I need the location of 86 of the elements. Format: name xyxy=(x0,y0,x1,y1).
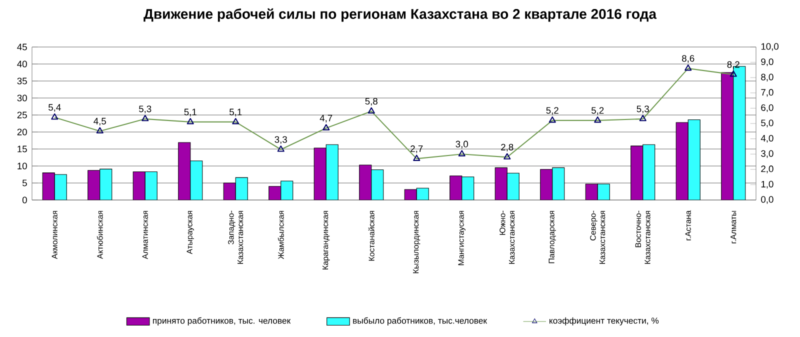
x-tick-label: г.Астана xyxy=(685,210,691,240)
data-label: 4,7 xyxy=(320,114,332,122)
x-tick-label: Кызылординская xyxy=(413,210,420,274)
x-tick-label: Мангистауская xyxy=(458,210,466,266)
bar xyxy=(540,169,553,200)
x-tick-label: Костанайская xyxy=(368,210,374,261)
legend-label: выбыло работников, тыс.человек xyxy=(353,317,488,326)
y2-tick-label: 0,0 xyxy=(761,196,774,204)
y2-tick-label: 7,0 xyxy=(761,89,774,97)
data-label: 5,3 xyxy=(139,106,152,114)
y2-tick-label: 5,0 xyxy=(761,120,774,128)
bar xyxy=(597,184,610,200)
data-label: 5,2 xyxy=(592,107,604,115)
y-tick-label: 25 xyxy=(17,112,27,118)
y-tick-label: 15 xyxy=(18,146,27,152)
data-label: 4,5 xyxy=(94,118,106,126)
bar xyxy=(326,144,338,200)
x-tick-label: г.Алматы xyxy=(730,210,736,244)
bar xyxy=(359,164,372,200)
y2-tick-label: 9,0 xyxy=(761,58,774,66)
y2-tick-label: 2,0 xyxy=(761,166,774,174)
data-label: 8,6 xyxy=(682,55,694,63)
legend-label: принято работников, тыс. человек xyxy=(153,317,291,326)
x-tick-label: Акмолинская xyxy=(52,210,58,260)
bar xyxy=(371,169,384,200)
y-tick-label: 5 xyxy=(22,180,27,186)
bar xyxy=(494,167,508,200)
bar xyxy=(450,176,462,200)
bar xyxy=(688,119,700,200)
bar xyxy=(280,180,294,200)
bar xyxy=(100,168,112,200)
chart-title: Движение рабочей силы по регионам Казахстана во 2 квартале 2016 года xyxy=(144,8,657,22)
bar xyxy=(223,182,236,200)
y2-tick-label: 10,0 xyxy=(761,43,779,51)
y2-tick-label: 6,0 xyxy=(761,104,774,112)
bar xyxy=(54,174,67,200)
data-label: 5,2 xyxy=(546,107,558,115)
data-label: 2,8 xyxy=(501,144,514,152)
data-label: 3,3 xyxy=(274,136,287,144)
y-tick-label: 30 xyxy=(17,94,27,102)
bar xyxy=(462,176,474,200)
y-tick-label: 45 xyxy=(17,44,27,50)
x-tick-label: Карагандинская xyxy=(322,210,330,270)
x-tick-label: Восточно-Казахстанская xyxy=(635,210,650,264)
bar xyxy=(144,172,158,200)
y-tick-label: 35 xyxy=(17,78,27,84)
bar xyxy=(314,148,326,200)
y-tick-label: 10 xyxy=(18,162,27,170)
bar xyxy=(676,122,688,200)
x-tick-label: Павлодарская xyxy=(548,210,556,264)
data-label: 5,8 xyxy=(365,98,378,106)
data-label: 5,4 xyxy=(48,104,61,112)
data-label: 5,1 xyxy=(184,108,196,116)
y2-tick-label: 3,0 xyxy=(761,150,774,158)
y-tick-label: 0 xyxy=(22,196,27,204)
y2-tick-label: 1,0 xyxy=(761,180,774,189)
bar xyxy=(506,172,520,200)
x-tick-label: Западно-Казахстанская xyxy=(228,210,244,264)
bar xyxy=(235,177,248,200)
bar xyxy=(585,184,598,200)
y2-tick-label: 4,0 xyxy=(760,134,774,143)
x-tick-label: Актюбинская xyxy=(96,210,103,259)
x-tick-label: Северо-Казахстанская xyxy=(590,210,606,264)
bar xyxy=(268,186,281,200)
data-label: 5,1 xyxy=(230,108,242,116)
bar xyxy=(132,172,146,200)
x-tick-label: Атырауская xyxy=(186,210,194,254)
bar xyxy=(178,142,191,200)
data-label: 5,3 xyxy=(636,106,649,114)
bar xyxy=(630,146,644,200)
bar xyxy=(642,144,656,200)
bar xyxy=(42,172,55,200)
x-tick-label: Жамбылская xyxy=(278,210,284,260)
bar xyxy=(552,167,565,200)
y2-tick-label: 8,0 xyxy=(761,74,774,82)
bar xyxy=(88,170,100,200)
x-tick-label: Алматинская xyxy=(142,210,148,260)
data-label: 2,7 xyxy=(410,145,423,154)
data-label: 3,0 xyxy=(456,140,468,148)
bar xyxy=(721,72,734,200)
bar xyxy=(190,160,203,200)
x-tick-label: Южно-Казахстанская xyxy=(500,210,515,264)
y-tick-label: 20 xyxy=(17,128,27,136)
legend-label: коэффициент текучести, % xyxy=(550,317,659,326)
data-label: 8,2 xyxy=(727,61,740,69)
y-tick-label: 40 xyxy=(17,60,27,68)
